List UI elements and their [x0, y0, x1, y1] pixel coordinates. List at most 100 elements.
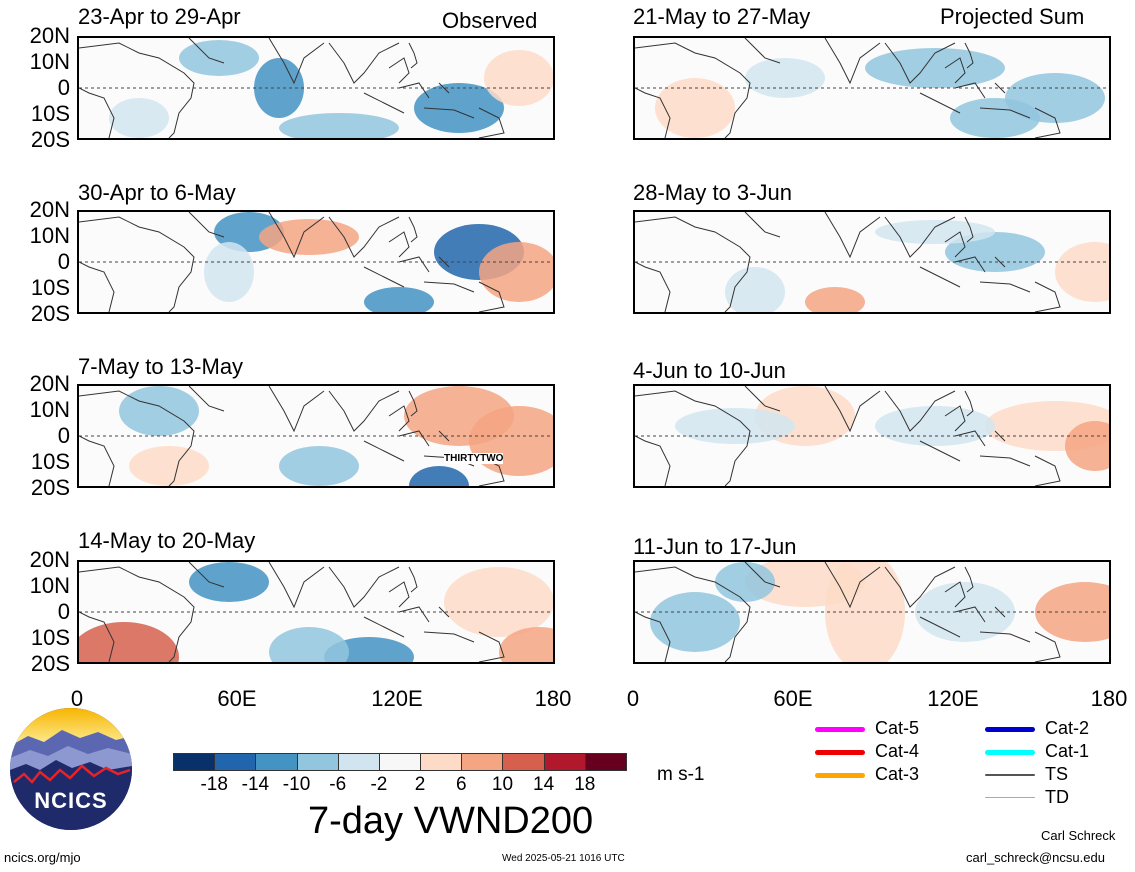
- footer-author: Carl Schreck: [1041, 828, 1116, 843]
- colorbar-segment: [420, 753, 463, 771]
- coastline-india: [188, 38, 325, 85]
- anomaly-contour: [204, 242, 254, 302]
- colorbar-segment: [543, 753, 586, 771]
- anomaly-contour: [484, 50, 553, 106]
- coastline-philippines: [408, 216, 418, 243]
- anomaly-contour: [865, 48, 1005, 88]
- anomaly-contour: [269, 627, 349, 662]
- legend-label-cat3: Cat-3: [875, 764, 920, 784]
- lat-label-r0-3: 10S: [30, 101, 70, 126]
- anomaly-contour: [650, 592, 740, 652]
- map-panel-l3: [77, 560, 555, 664]
- legend-label-cat2: Cat-2: [1045, 718, 1090, 738]
- lat-label-r0-4: 20S: [30, 127, 70, 152]
- period-title-r2: 4-Jun to 10-Jun: [633, 358, 786, 383]
- colorbar-segment: [502, 753, 545, 771]
- coastline-india: [188, 386, 325, 433]
- legend-label-ts: TS: [1045, 764, 1069, 784]
- coastline-asia: [884, 216, 1061, 312]
- colorbar-label: -18: [200, 774, 228, 795]
- lat-label-r0-0: 20N: [29, 23, 70, 48]
- lon-label-l0: 0: [70, 686, 84, 711]
- coastline-philippines: [964, 42, 974, 69]
- lon-label-r2: 120E: [927, 686, 979, 711]
- coastline-africa: [79, 216, 195, 312]
- coastline-africa: [79, 390, 195, 486]
- legend-label-td: TD: [1045, 787, 1069, 807]
- coastline-africa: [635, 216, 751, 312]
- anomaly-contour: [499, 627, 553, 662]
- period-title-r1: 28-May to 3-Jun: [633, 180, 792, 205]
- anomaly-contour: [875, 220, 995, 244]
- map-panel-r0: [633, 36, 1111, 140]
- anomaly-contour: [414, 83, 504, 133]
- anomaly-contour: [79, 622, 179, 662]
- legend-label-cat1: Cat-1: [1045, 741, 1090, 761]
- coastline-philippines: [964, 216, 974, 243]
- coastline-africa: [635, 566, 751, 662]
- coastline-india: [744, 386, 881, 433]
- coastline-africa: [635, 390, 751, 486]
- map-plot: [635, 212, 1109, 312]
- observed-header: Observed: [442, 8, 538, 33]
- anomaly-contour: [179, 40, 259, 76]
- lat-label-r1-3: 10S: [30, 275, 70, 300]
- lon-label-r3: 180: [1090, 686, 1128, 711]
- footer-email[interactable]: carl_schreck@ncsu.edu: [966, 850, 1105, 865]
- legend-label-cat4: Cat-4: [875, 741, 920, 761]
- period-title-r0: 21-May to 27-May: [633, 4, 811, 29]
- lon-label-r0: 0: [626, 686, 640, 711]
- lon-label-l1: 60E: [217, 686, 257, 711]
- lat-label-r1-1: 10N: [29, 223, 70, 248]
- coastline-india: [744, 212, 881, 259]
- map-plot: [635, 38, 1109, 138]
- colorbar-segment: [296, 753, 339, 771]
- map-panel-l2: [77, 384, 555, 488]
- lat-label-r0-2: 0: [57, 75, 70, 100]
- anomaly-contour: [119, 386, 199, 436]
- coastline-africa: [79, 566, 195, 662]
- coastline-philippines: [964, 566, 974, 593]
- colorbar-label: -14: [241, 774, 270, 795]
- colorbar-label: 6: [455, 774, 467, 795]
- coastline-philippines: [408, 390, 418, 417]
- anomaly-contour: [655, 78, 735, 138]
- anomaly-contour: [279, 446, 359, 486]
- legend-line-cat5: [815, 727, 865, 732]
- anomaly-contour: [279, 113, 399, 138]
- map-plot: [79, 38, 553, 138]
- period-title-l0: 23-Apr to 29-Apr: [78, 4, 241, 29]
- projected-header: Projected Sum: [940, 4, 1085, 29]
- colorbar-units: m s-1: [657, 764, 705, 785]
- anomaly-contour: [1005, 73, 1105, 123]
- lat-label-r2-4: 20S: [30, 475, 70, 500]
- lat-label-r2-1: 10N: [29, 397, 70, 422]
- anomaly-contour: [129, 446, 209, 486]
- map-plot: [635, 386, 1109, 486]
- lat-label-r1-0: 20N: [29, 197, 70, 222]
- coastline-asia: [328, 566, 505, 662]
- anomaly-contour: [259, 219, 359, 255]
- anomaly-contour: [745, 58, 825, 98]
- period-title-r3: 11-Jun to 17-Jun: [633, 534, 797, 559]
- colorbar-label: 2: [414, 774, 426, 795]
- legend-line-cat1: [985, 750, 1035, 755]
- map-panel-r1: [633, 210, 1111, 314]
- map-panel-l1: [77, 210, 555, 314]
- anomaly-contour: [444, 567, 553, 637]
- legend-label-cat5: Cat-5: [875, 718, 920, 738]
- lon-label-l3: 180: [534, 686, 572, 711]
- footer-url[interactable]: ncics.org/mjo: [4, 850, 81, 865]
- coastline-africa: [79, 42, 195, 138]
- coastline-philippines: [964, 390, 974, 417]
- coastline-asia: [884, 42, 1061, 138]
- coastline-africa: [635, 42, 751, 138]
- ncics-logo: NCICS: [10, 708, 132, 830]
- lat-label-r3-0: 20N: [29, 547, 70, 572]
- legend-line-cat4: [815, 750, 865, 755]
- coastline-asia: [884, 566, 1061, 662]
- anomaly-contour: [479, 242, 553, 302]
- map-plot: [635, 562, 1109, 662]
- lat-label-r3-1: 10N: [29, 573, 70, 598]
- coastline-asia: [328, 42, 505, 138]
